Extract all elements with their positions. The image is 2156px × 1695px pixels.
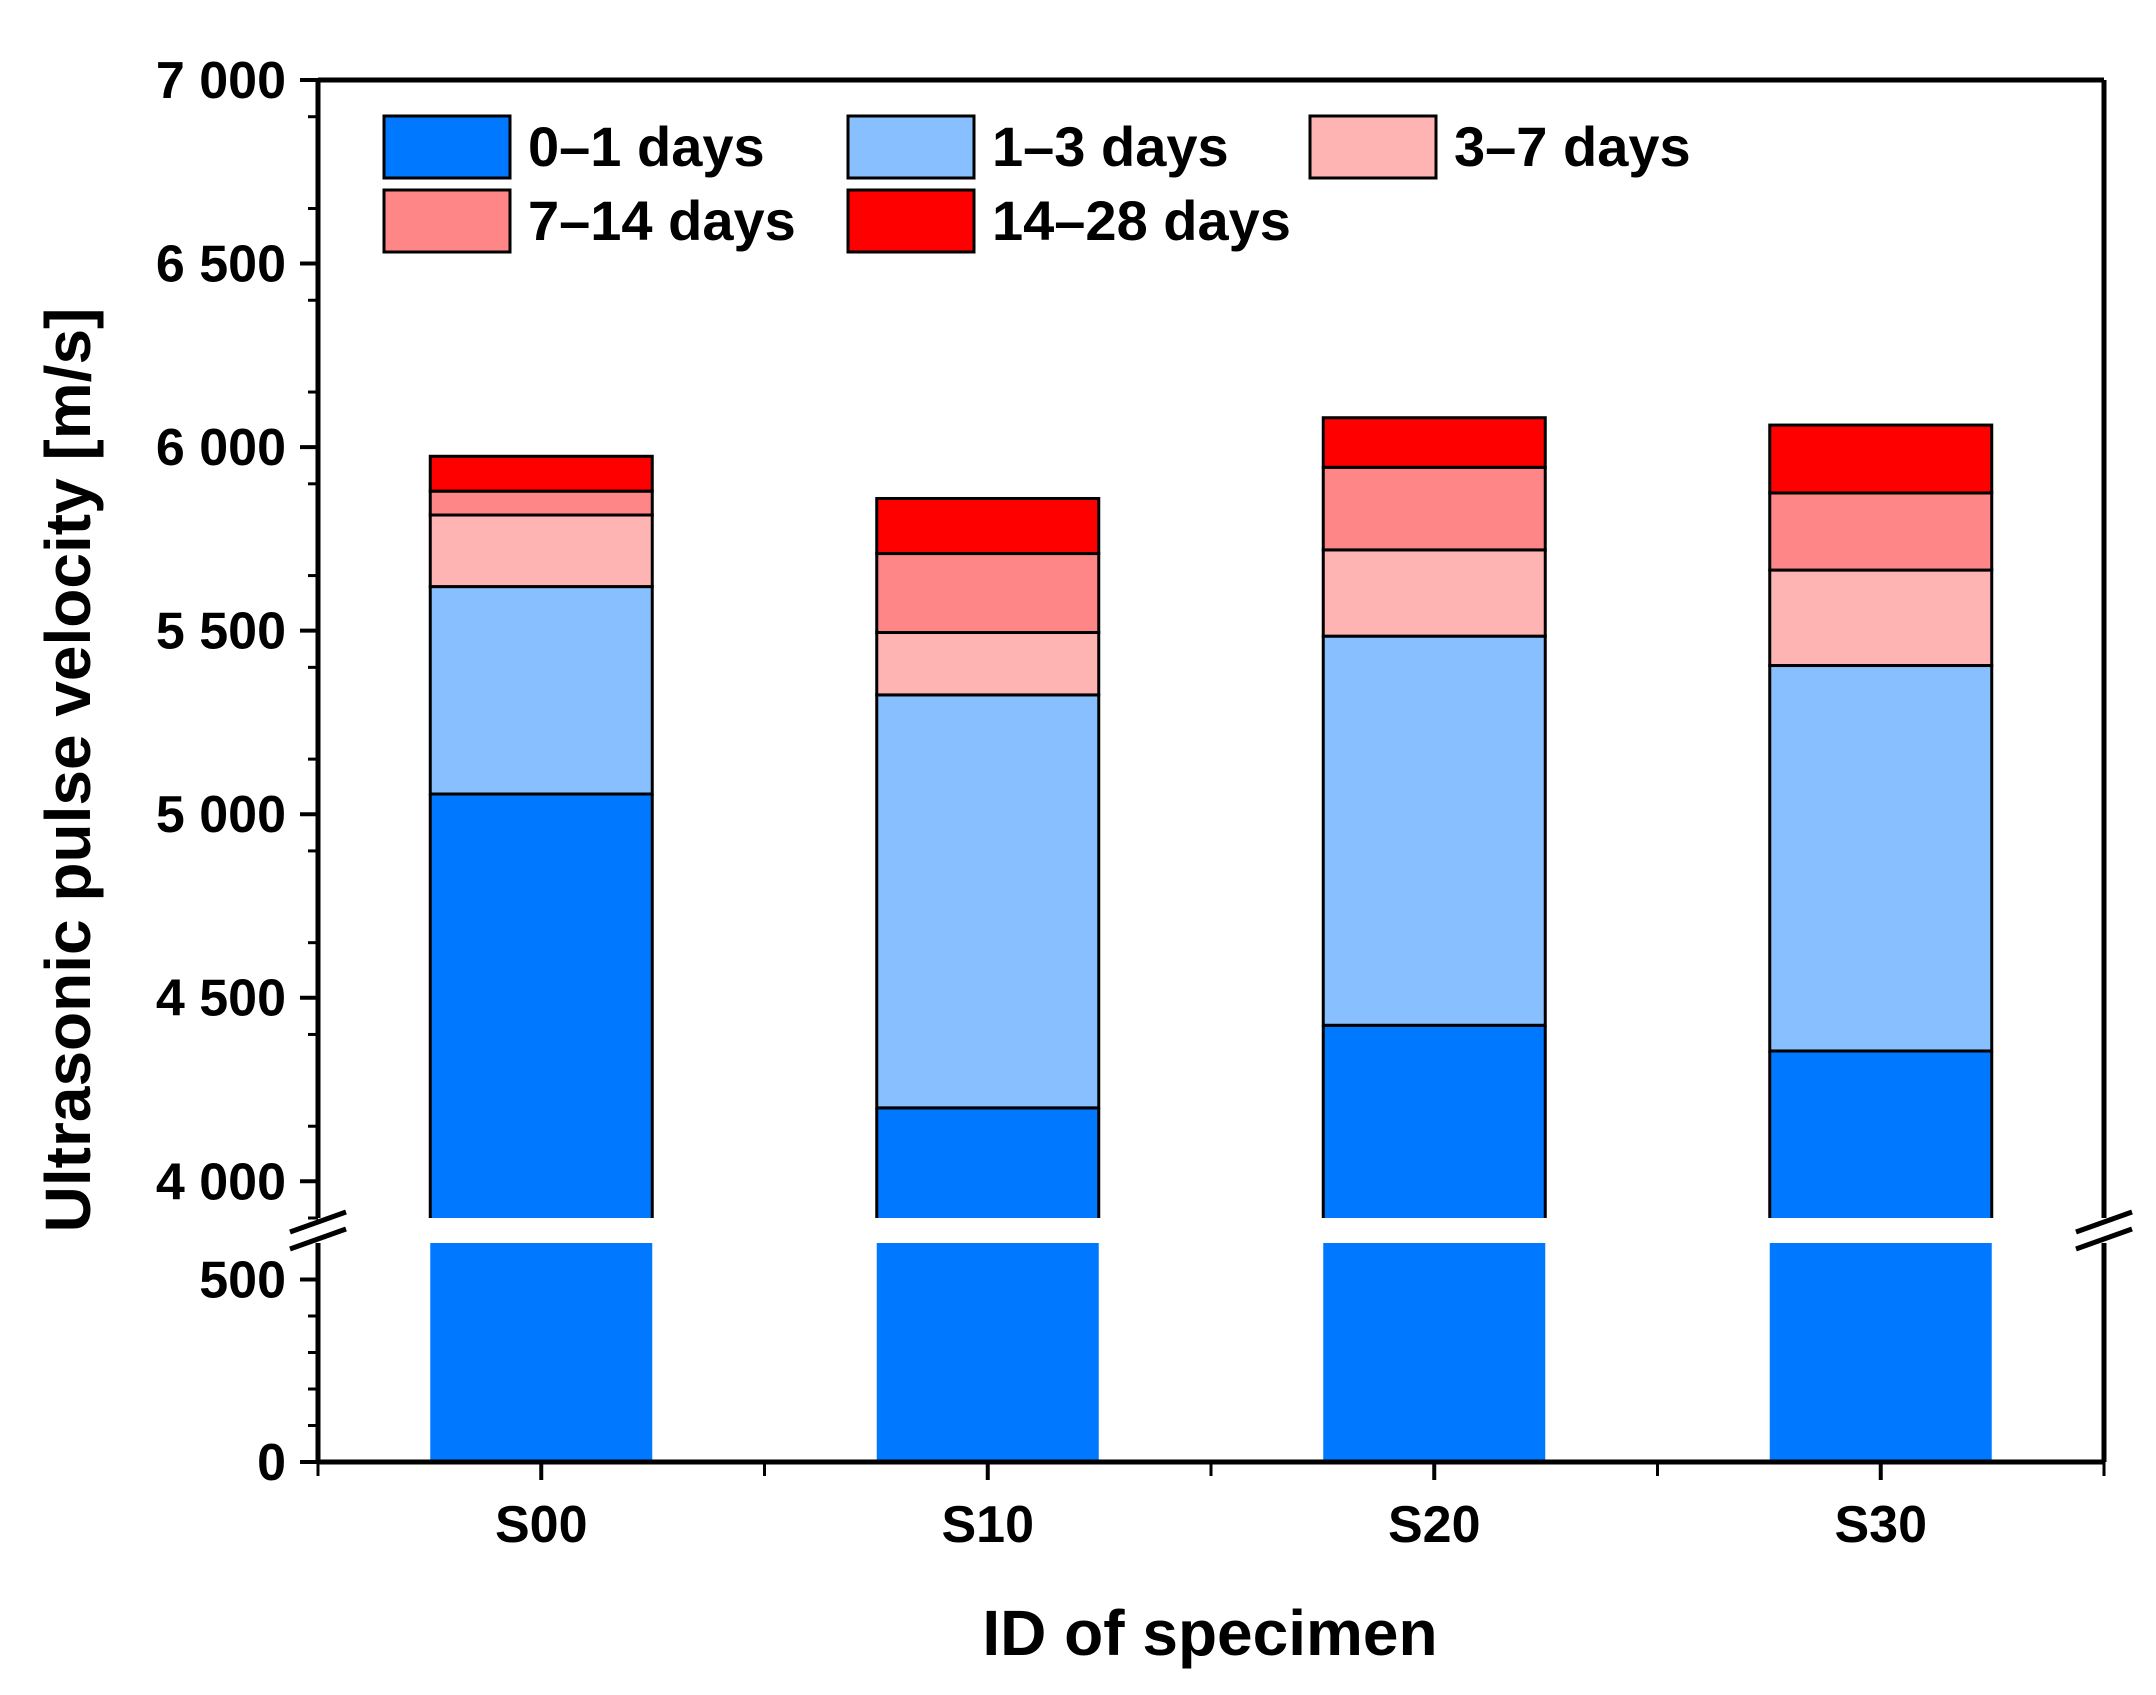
axis-break-mark-left-lower bbox=[289, 1226, 347, 1252]
bar-S10-series-3 bbox=[875, 552, 1101, 634]
bar-S20-series-0 bbox=[1323, 1025, 1546, 1218]
axis-break-mark-left-upper bbox=[289, 1209, 347, 1235]
legend-label-1: 1–3 days bbox=[992, 115, 1229, 178]
legend-swatch-0 bbox=[382, 114, 512, 180]
bar-S10-series-0-lower bbox=[876, 1243, 1099, 1462]
y-tick-label-6000: 6 000 bbox=[156, 419, 286, 477]
bar-S00-series-0-lower bbox=[430, 1243, 653, 1462]
y-axis-title: Ultrasonic pulse velocity [m/s] bbox=[32, 308, 104, 1233]
bar-S10-series-1 bbox=[875, 693, 1101, 1110]
bar-S00-series-4 bbox=[428, 454, 654, 493]
bar-S00-series-0 bbox=[430, 794, 653, 1218]
bar-S20-series-0-lower bbox=[1323, 1243, 1546, 1462]
bar-S30-series-0-lower bbox=[1769, 1243, 1992, 1462]
axis-break-gap bbox=[288, 1220, 2134, 1241]
bar-S30-series-3 bbox=[1768, 491, 1994, 572]
bar-S00-series-1 bbox=[428, 585, 654, 796]
bar-S20-series-4 bbox=[1321, 416, 1547, 469]
y-tick-label-4500: 4 500 bbox=[156, 970, 286, 1028]
bar-S10-series-0 bbox=[876, 1107, 1099, 1218]
bar-S00-series-2 bbox=[428, 513, 654, 589]
x-tick-label-S30: S30 bbox=[1834, 1496, 1927, 1554]
y-tick-label-6500: 6 500 bbox=[156, 236, 286, 294]
x-axis-ticks: S00 S10 S20 S30 bbox=[316, 1462, 2106, 1554]
legend: 0–1 days 1–3 days 3–7 days 7–14 days 14–28 d… bbox=[382, 114, 1691, 254]
bar-S20-series-2 bbox=[1321, 548, 1547, 638]
legend-swatch-4 bbox=[846, 188, 976, 254]
legend-label-3: 7–14 days bbox=[528, 189, 796, 252]
x-tick-label-S20: S20 bbox=[1388, 1496, 1481, 1554]
legend-swatch-2 bbox=[1308, 114, 1438, 180]
bar-S10-series-2 bbox=[875, 630, 1101, 697]
x-tick-label-S00: S00 bbox=[495, 1496, 588, 1554]
y-tick-label-7000: 7 000 bbox=[156, 52, 286, 110]
bar-S20-series-3 bbox=[1321, 465, 1547, 552]
legend-swatch-1 bbox=[846, 114, 976, 180]
y-tick-label-500: 500 bbox=[199, 1252, 286, 1310]
bar-S20-series-1 bbox=[1321, 634, 1547, 1027]
bar-S10-series-4 bbox=[875, 496, 1101, 556]
y-tick-label-4000: 4 000 bbox=[156, 1153, 286, 1211]
legend-swatch-3 bbox=[382, 188, 512, 254]
bar-S30-series-1 bbox=[1768, 664, 1994, 1053]
y-tick-label-5500: 5 500 bbox=[156, 603, 286, 661]
x-axis-title: ID of specimen bbox=[982, 1597, 1437, 1669]
bar-S30-series-0 bbox=[1769, 1050, 1992, 1218]
y-axis-ticks: 4 000 4 500 5 000 5 500 6 000 6 500 7 000 0 500 bbox=[156, 52, 318, 1492]
bars-group bbox=[428, 416, 1994, 1462]
bar-S30-series-2 bbox=[1768, 568, 1994, 668]
y-tick-label-5000: 5 000 bbox=[156, 786, 286, 844]
bar-S00-series-3 bbox=[428, 489, 654, 517]
bar-S30-series-4 bbox=[1768, 423, 1994, 495]
legend-label-2: 3–7 days bbox=[1454, 115, 1691, 178]
axis-break-mark-right-lower bbox=[2075, 1226, 2133, 1252]
axis-break-mark-right-upper bbox=[2075, 1209, 2133, 1235]
x-tick-label-S10: S10 bbox=[941, 1496, 1034, 1554]
y-tick-label-0: 0 bbox=[257, 1434, 286, 1492]
legend-label-4: 14–28 days bbox=[992, 189, 1291, 252]
legend-label-0: 0–1 days bbox=[528, 115, 765, 178]
